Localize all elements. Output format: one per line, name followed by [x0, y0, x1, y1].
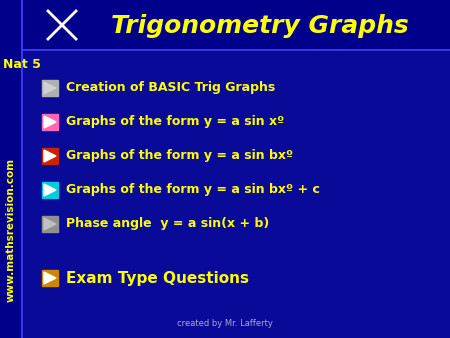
Text: Exam Type Questions: Exam Type Questions	[66, 270, 249, 286]
Polygon shape	[44, 272, 56, 284]
Bar	[42, 270, 58, 286]
Text: Phase angle  y = a sin(x + b): Phase angle y = a sin(x + b)	[66, 217, 269, 231]
Text: Creation of BASIC Trig Graphs: Creation of BASIC Trig Graphs	[66, 81, 275, 95]
Bar	[42, 80, 58, 96]
Text: created by Mr. Lafferty: created by Mr. Lafferty	[177, 319, 273, 328]
Text: www.mathsrevision.com: www.mathsrevision.com	[6, 158, 16, 302]
Polygon shape	[44, 82, 56, 94]
Bar	[0, 0, 22, 338]
Bar	[0, 0, 450, 50]
Bar	[42, 114, 58, 130]
Text: Nat 5: Nat 5	[3, 58, 41, 71]
Polygon shape	[44, 150, 56, 162]
Bar	[42, 148, 58, 164]
Text: Graphs of the form y = a sin bxº + c: Graphs of the form y = a sin bxº + c	[66, 184, 320, 196]
Text: Graphs of the form y = a sin xº: Graphs of the form y = a sin xº	[66, 116, 284, 128]
Polygon shape	[44, 218, 56, 230]
Polygon shape	[44, 116, 56, 128]
Bar	[42, 216, 58, 232]
Polygon shape	[44, 184, 56, 196]
Text: Graphs of the form y = a sin bxº: Graphs of the form y = a sin bxº	[66, 149, 293, 163]
Bar	[42, 182, 58, 198]
Text: Trigonometry Graphs: Trigonometry Graphs	[111, 14, 409, 38]
